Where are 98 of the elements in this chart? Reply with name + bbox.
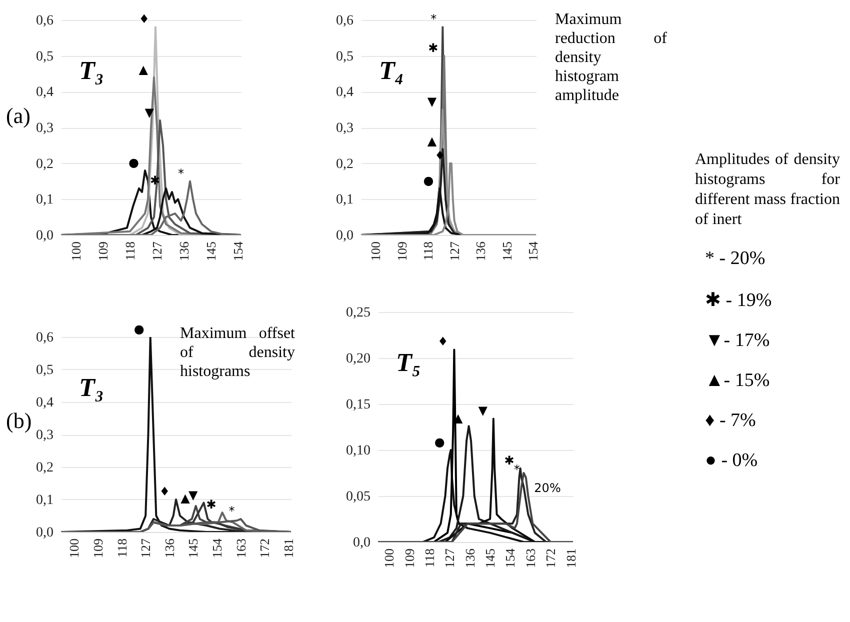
annotation: ♦ <box>437 334 448 349</box>
y-tick-label: 0,15 <box>346 398 370 412</box>
y-tick-label: 0,2 <box>336 156 354 172</box>
annotation: ● <box>134 322 144 336</box>
x-tick-label: 145 <box>482 548 498 568</box>
annotation: ▲ <box>138 62 149 76</box>
y-tick-label: 0,4 <box>36 396 54 410</box>
x-tick-label: 109 <box>90 538 106 558</box>
y-tick-label: 0,3 <box>336 121 354 136</box>
y-tick-label: 0,1 <box>336 192 354 208</box>
x-tick-label: 136 <box>162 538 177 558</box>
y-tick-label: 0,2 <box>36 460 54 476</box>
x-tick-label: 109 <box>402 548 417 568</box>
x-tick-label: 100 <box>368 242 384 261</box>
x-tick-label: 181 <box>280 538 296 558</box>
y-tick-label: 0,6 <box>336 14 354 28</box>
y-tick-label: 0,6 <box>36 14 54 28</box>
annotation: ♦ <box>138 12 150 26</box>
annotation: * <box>228 504 235 518</box>
y-tick-label: 0,5 <box>36 363 54 378</box>
x-tick-label: 127 <box>446 241 462 261</box>
y-tick-label: 0,4 <box>336 85 354 100</box>
y-tick-label: 0,1 <box>36 493 54 508</box>
x-tick-label: 154 <box>209 538 224 558</box>
text: Maximum reduction of density histogram amplitude <box>555 10 667 105</box>
x-tick-label: 145 <box>499 242 514 261</box>
text: ● - 0% <box>704 450 759 472</box>
annotation: ● <box>128 156 139 170</box>
annotation: ▼ <box>144 105 155 120</box>
x-tick-label: 136 <box>473 241 488 261</box>
x-tick-label: 163 <box>522 548 538 568</box>
annotation: * <box>430 12 437 26</box>
text: T₃ <box>79 373 104 402</box>
y-tick-label: 0,0 <box>36 228 54 244</box>
y-tick-label: 0,10 <box>346 444 370 458</box>
y-tick-label: 0,0 <box>353 536 370 550</box>
x-tick-label: 100 <box>68 242 84 261</box>
text: * - 20% <box>704 248 766 270</box>
x-tick-label: 100 <box>382 548 397 568</box>
x-tick-label: 154 <box>230 241 246 261</box>
x-tick-label: 172 <box>257 538 272 558</box>
y-tick-label: 0,2 <box>36 156 54 172</box>
x-tick-label: 127 <box>442 548 458 568</box>
annotation: ● <box>423 173 434 188</box>
y-tick-label: 0,20 <box>346 352 370 366</box>
annotation: * <box>178 166 184 180</box>
y-tick-label: 0,5 <box>36 49 54 64</box>
text: ▼- 17% <box>704 330 771 352</box>
annotation: ▼ <box>427 94 438 109</box>
x-tick-label: 145 <box>204 242 218 261</box>
x-tick-label: 136 <box>176 241 192 261</box>
text: T₄ <box>379 56 404 85</box>
y-tick-label: 0,1 <box>36 192 54 208</box>
annotation: ✱ <box>504 453 514 468</box>
y-tick-label: 0,05 <box>346 490 370 504</box>
x-tick-label: 109 <box>394 242 410 261</box>
text: (a) <box>6 103 30 129</box>
text: ♦ - 7% <box>704 410 757 432</box>
text: T₅ <box>396 348 421 377</box>
annotation: Maximum offset of density histograms <box>180 324 295 381</box>
x-tick-label: 145 <box>186 538 201 558</box>
annotation: ✱ <box>428 40 438 55</box>
annotation: ▼ <box>478 404 488 418</box>
annotation: ✱ <box>206 498 216 512</box>
annotation: ▼ <box>188 488 199 502</box>
annotation: * <box>514 462 520 477</box>
x-tick-label: 163 <box>233 538 248 558</box>
annotation: ♦ <box>434 148 446 162</box>
annotation: 20% <box>534 481 561 495</box>
y-tick-label: 0,0 <box>336 228 354 244</box>
text: (b) <box>6 408 32 434</box>
x-tick-label: 100 <box>66 538 82 558</box>
y-tick-label: 0,5 <box>336 49 354 64</box>
text: Amplitudes of density histograms for different mass fraction of inert <box>695 150 840 230</box>
x-tick-label: 136 <box>462 548 478 568</box>
y-tick-label: 0,6 <box>36 330 54 346</box>
annotation: ♦ <box>159 484 170 498</box>
x-tick-label: 181 <box>563 548 578 568</box>
y-tick-label: 0,3 <box>36 121 54 136</box>
annotation: ● <box>434 435 445 449</box>
x-tick-label: 154 <box>526 241 541 261</box>
x-tick-label: 109 <box>96 242 110 261</box>
x-tick-label: 118 <box>420 242 436 261</box>
x-tick-label: 118 <box>422 548 438 568</box>
x-tick-label: 154 <box>502 548 518 568</box>
x-tick-label: 118 <box>122 242 138 261</box>
text: T₃ <box>79 56 104 85</box>
text: ✱ - 19% <box>704 289 773 312</box>
x-tick-label: 118 <box>114 538 130 558</box>
y-tick-label: 0,0 <box>36 526 54 540</box>
annotation: ▲ <box>427 134 438 148</box>
text: ▲- 15% <box>704 370 771 392</box>
x-tick-label: 127 <box>150 241 164 261</box>
y-tick-label: 0,3 <box>36 428 54 443</box>
y-tick-label: 0,4 <box>36 85 54 100</box>
x-tick-label: 127 <box>138 538 154 558</box>
y-tick-label: 0,25 <box>346 306 370 320</box>
x-tick-label: 172 <box>543 548 558 568</box>
